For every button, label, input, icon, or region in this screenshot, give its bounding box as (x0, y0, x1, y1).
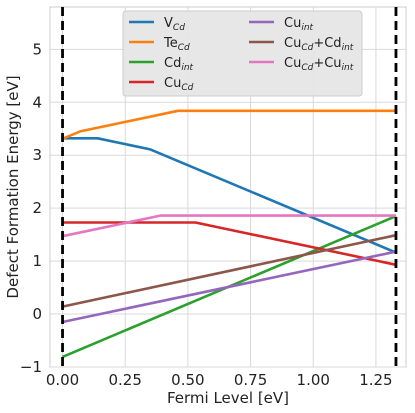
y-tick-label: −1 (20, 358, 42, 376)
legend-box (122, 10, 363, 97)
series-line-cu-cd-cd-int (62, 233, 397, 308)
x-tick-label: 1.00 (297, 371, 330, 389)
series-line-v-cd (62, 137, 397, 254)
legend-label-cu-int: Cuint (284, 16, 314, 33)
band-edge-lines (61, 7, 398, 367)
series-lines (61, 109, 397, 359)
series-line-cu-cd-cu-int (62, 214, 396, 238)
x-tick-label: 0.00 (46, 371, 79, 389)
legend-label-v-cd: VCd (164, 16, 185, 33)
y-tick-label: 3 (32, 146, 42, 164)
legend-label-cu-cd-cd-int: CuCd+Cdint (284, 36, 354, 53)
x-tick-label: 0.75 (234, 371, 267, 389)
legend-label-cu-cd-cu-int: CuCd+Cuint (284, 56, 354, 73)
x-tick-labels: 0.00 0.25 0.50 0.75 1.00 1.25 (46, 371, 393, 389)
series-line-te-cd (61, 109, 396, 140)
y-tick-label: 1 (32, 252, 42, 270)
legend: VCd TeCd Cdint CuCd Cuint CuCd+Cdint CuCd+Cuin… (122, 10, 363, 97)
legend-label-cd-int: Cdint (164, 56, 194, 73)
x-tick-label: 0.25 (109, 371, 142, 389)
series-line-cu-int (62, 250, 397, 324)
y-tick-label: 0 (32, 305, 42, 323)
y-tick-label: 2 (32, 199, 42, 217)
y-tick-label: 5 (32, 40, 42, 58)
x-axis-label: Fermi Level [eV] (167, 389, 289, 407)
y-tick-label: 4 (32, 93, 42, 111)
x-tick-label: 1.25 (359, 371, 392, 389)
legend-label-cu-cd: CuCd (164, 76, 194, 93)
x-tick-label: 0.50 (171, 371, 204, 389)
y-tick-labels: −1 0 1 2 3 4 5 (20, 40, 42, 376)
legend-label-te-cd: TeCd (163, 36, 190, 53)
y-axis-label: Defect Formation Energy [eV] (4, 75, 22, 298)
